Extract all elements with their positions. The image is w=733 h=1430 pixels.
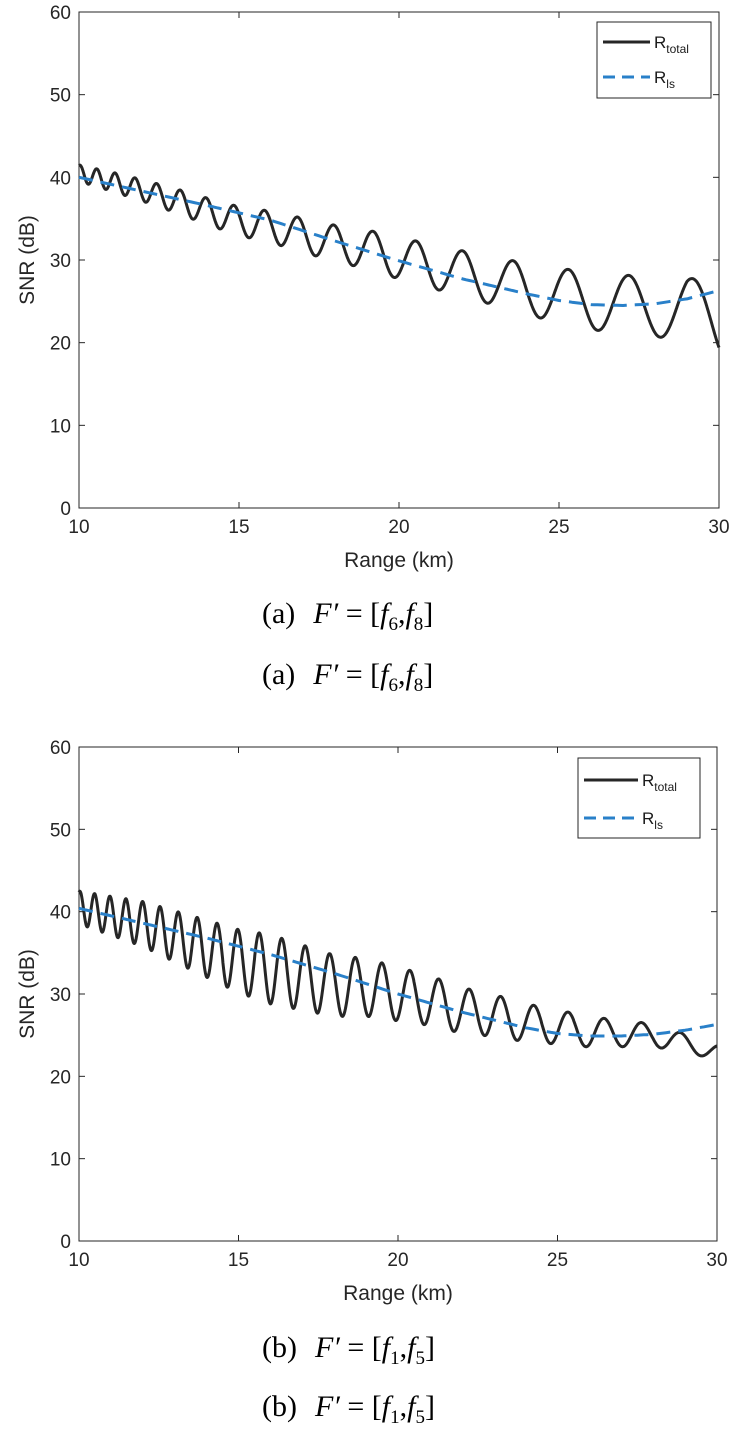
chart-a-legend-entry-ls: Rls [654, 68, 675, 91]
chart-b-legend: Rtotal Rls [577, 757, 701, 839]
chart-b-ytick-label: 20 [50, 1067, 71, 1088]
chart-b-series-r-total [77, 889, 719, 1058]
chart-a-legend: Rtotal Rls [596, 21, 712, 99]
chart-b-legend-entry-ls: Rls [642, 809, 663, 832]
caption-b-2: (b) F′ = [f1,f5] [262, 1390, 435, 1428]
chart-a-ytick-label: 60 [50, 3, 71, 24]
chart-a-series-r-total [77, 163, 721, 349]
chart-a-xtick-label: 15 [228, 517, 249, 538]
caption-b-1: (b) F′ = [f1,f5] [262, 1331, 435, 1369]
chart-b-ylabel: SNR (dB) [16, 949, 39, 1039]
chart-a-series [77, 163, 721, 349]
chart-b-series [77, 889, 719, 1058]
chart-b-xlabel: Range (km) [343, 1282, 453, 1305]
chart-a-ytick-label: 50 [50, 86, 71, 107]
caption-a-2: (a) F′ = [f6,f8] [262, 658, 433, 696]
chart-a-ytick-label: 40 [50, 168, 71, 189]
chart-a-legend-entry-total: Rtotal [654, 33, 689, 56]
chart-b-ytick-label: 50 [50, 820, 71, 841]
chart-a-ytick-label: 0 [60, 499, 71, 520]
chart-b-series-r-ls [78, 906, 718, 1038]
chart-b-ytick-label: 10 [50, 1150, 71, 1171]
chart-a-legend-box [596, 21, 712, 99]
chart-b-ytick-label: 60 [50, 738, 71, 759]
chart-a-ytick-label: 30 [50, 251, 71, 272]
chart-b-xtick-label: 15 [228, 1250, 249, 1271]
chart-a-xtick-label: 20 [388, 517, 409, 538]
chart-a-ylabel: SNR (dB) [16, 215, 39, 305]
caption-a-1: (a) F′ = [f6,f8] [262, 597, 433, 635]
chart-b-ytick-label: 0 [60, 1232, 71, 1253]
chart-b-xtick-label: 10 [68, 1250, 89, 1271]
chart-b-xtick-label: 30 [706, 1250, 727, 1271]
chart-a-series-r-ls [78, 175, 720, 307]
chart-b-legend-box [577, 757, 701, 839]
chart-b-xtick-label: 25 [547, 1250, 568, 1271]
chart-a-xtick-label: 25 [548, 517, 569, 538]
chart-b-legend-entry-total: Rtotal [642, 771, 677, 794]
chart-b-ytick-label: 40 [50, 903, 71, 924]
chart-b-ytick-label: 30 [50, 985, 71, 1006]
chart-a-ytick-label: 10 [50, 416, 71, 437]
chart-b-xtick-label: 20 [387, 1250, 408, 1271]
chart-a-xtick-label: 30 [708, 517, 729, 538]
chart-a-xlabel: Range (km) [344, 549, 454, 572]
chart-a-xtick-label: 10 [68, 517, 89, 538]
chart-a-ytick-label: 20 [50, 334, 71, 355]
